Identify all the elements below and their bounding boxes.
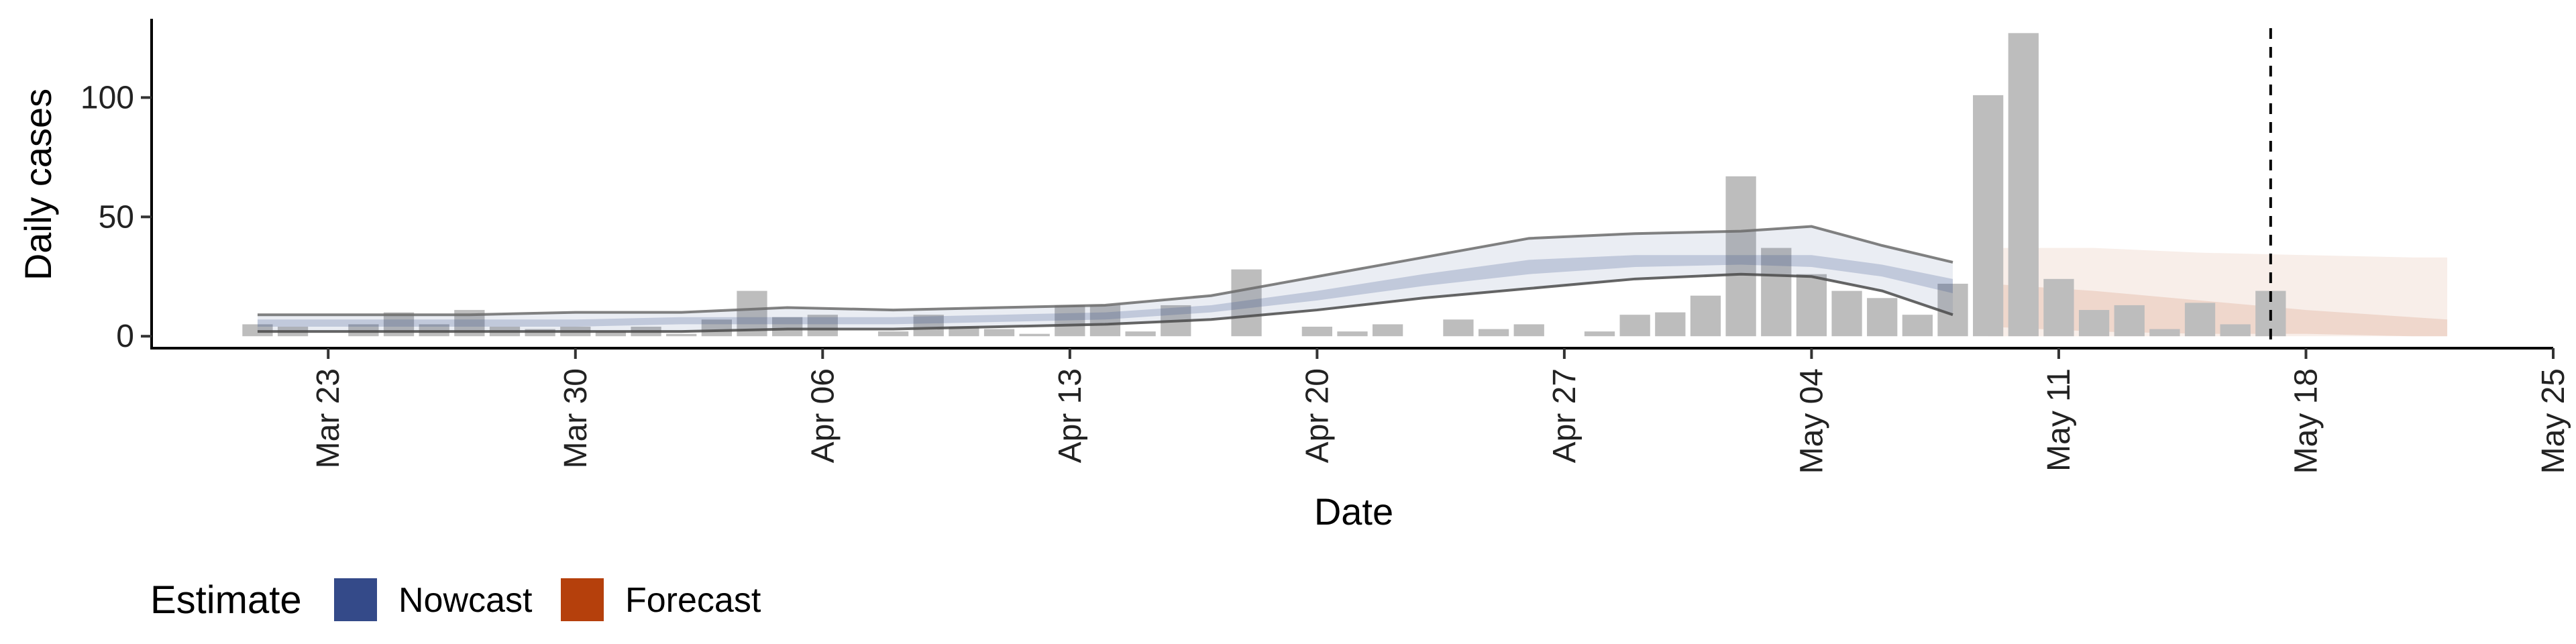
case-bar — [2184, 303, 2216, 337]
case-bar — [913, 315, 944, 337]
case-bar — [1725, 176, 1756, 337]
case-bar — [1796, 274, 1827, 337]
case-bar — [807, 315, 838, 337]
case-bar — [1231, 269, 1262, 337]
case-bar — [983, 329, 1015, 337]
y-tick-label: 50 — [99, 199, 134, 235]
case-bar — [1902, 315, 1933, 337]
case-bar — [1373, 324, 1403, 337]
case-bar — [772, 317, 803, 337]
case-bar — [949, 326, 979, 337]
nowcast-outer-band — [257, 226, 1953, 332]
case-bar — [1655, 312, 1686, 337]
x-tick-label: Apr 27 — [1547, 368, 1582, 463]
legend-swatch-nowcast — [334, 578, 377, 621]
x-tick-label: Mar 23 — [311, 368, 346, 468]
x-tick-label: Apr 13 — [1053, 368, 1088, 463]
x-axis-ticks: Mar 23 Mar 30 Apr 06 Apr 13 Apr 20 Apr 27 May … — [311, 348, 2571, 474]
y-tick-label: 100 — [80, 80, 134, 115]
x-tick-label: May 18 — [2288, 368, 2324, 474]
case-bar — [2220, 324, 2251, 337]
case-bar — [1443, 319, 1474, 337]
nowcast-upper-line — [257, 225, 1953, 317]
case-bar — [595, 331, 627, 337]
nowcast-lower-line — [257, 272, 1953, 333]
case-bar — [1973, 95, 2004, 337]
case-bar — [1337, 331, 1368, 337]
x-tick-label: Mar 30 — [558, 368, 594, 468]
y-axis-ticks: 0 50 100 — [80, 80, 152, 354]
y-axis-title: Daily cases — [17, 89, 59, 280]
legend: Estimate Nowcast Forecast — [150, 578, 761, 622]
case-bar — [2149, 329, 2180, 337]
case-bar — [1089, 305, 1121, 337]
case-bar — [2043, 278, 2074, 337]
legend-label-nowcast: Nowcast — [398, 581, 533, 620]
legend-title: Estimate — [150, 578, 302, 622]
case-bar — [1584, 331, 1615, 337]
nowcast-ribbons — [257, 225, 1953, 333]
x-tick-label: May 04 — [1794, 368, 1829, 474]
x-tick-label: Apr 20 — [1299, 368, 1335, 463]
x-axis-title: Date — [1314, 490, 1393, 533]
nowcast-inner-band — [257, 255, 1953, 327]
case-bar — [1831, 290, 1862, 337]
x-tick-label: Apr 06 — [805, 368, 841, 463]
case-bar — [1513, 324, 1544, 337]
case-bar — [877, 331, 909, 337]
case-bar — [1690, 295, 1721, 337]
case-bar — [1019, 333, 1050, 337]
reported-case-bars — [242, 33, 2286, 337]
y-tick-label: 0 — [116, 319, 134, 354]
case-bar — [1619, 315, 1650, 337]
x-tick-label: May 11 — [2041, 368, 2077, 472]
case-bar — [1761, 248, 1792, 337]
case-bar — [2078, 310, 2110, 337]
case-bar — [1867, 298, 1898, 337]
case-bar — [2008, 33, 2039, 337]
case-bar — [1478, 329, 1509, 337]
case-bar — [701, 319, 732, 337]
case-bar — [1301, 326, 1332, 337]
case-bar — [2114, 305, 2145, 337]
case-bar — [1125, 331, 1156, 337]
case-bar — [1055, 305, 1085, 337]
case-bar — [666, 333, 697, 337]
x-tick-label: May 25 — [2536, 368, 2571, 474]
legend-label-forecast: Forecast — [625, 581, 761, 620]
legend-swatch-forecast — [561, 578, 604, 621]
